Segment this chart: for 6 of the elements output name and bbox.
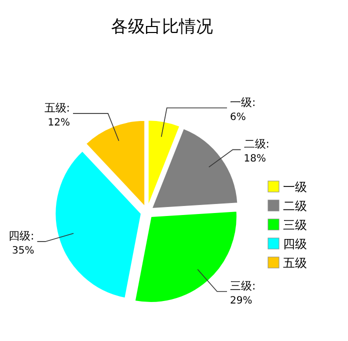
legend-label: 五级	[283, 256, 307, 270]
legend-label: 一级	[283, 180, 307, 194]
legend-label: 四级	[283, 237, 307, 251]
legend-label: 三级	[283, 218, 307, 232]
legend-label: 二级	[283, 199, 307, 213]
chart-title: 各级占比情况	[111, 17, 213, 37]
